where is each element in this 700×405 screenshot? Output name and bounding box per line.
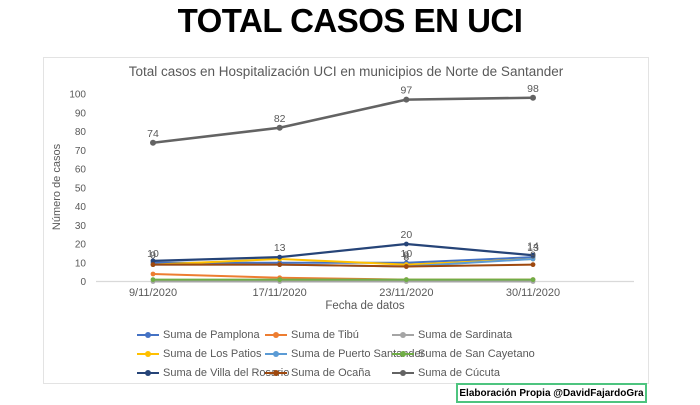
legend-label: Suma de Sardinata [418, 329, 513, 341]
legend-item-suma-de-pamplona: Suma de Pamplona [137, 329, 265, 341]
y-tick-label: 70 [75, 146, 87, 157]
legend-marker-icon [137, 332, 159, 338]
legend-label: Suma de Tibú [291, 329, 359, 341]
chart-panel [43, 57, 649, 384]
legend-label: Suma de Villa del Rosario [163, 367, 290, 379]
legend-marker-icon [392, 351, 414, 357]
y-tick-label: 50 [75, 183, 87, 194]
data-point [150, 277, 156, 283]
data-label: 9 [150, 250, 156, 262]
legend-label: Suma de Los Patios [163, 348, 262, 360]
legend-dot-icon [273, 351, 279, 357]
data-point [277, 277, 283, 283]
legend-dot-icon [400, 370, 406, 376]
chart-legend: Suma de Pamplona Suma de Tibú Suma de Sard… [137, 329, 567, 379]
chart-title: Total casos en Hospitalización UCI en mu… [128, 64, 564, 79]
y-tick-label: 10 [75, 258, 87, 269]
legend-label: Suma de Pamplona [163, 329, 260, 341]
data-point [150, 262, 156, 268]
x-tick-label: 17/11/2020 [253, 287, 307, 299]
legend-marker-icon [265, 332, 287, 338]
data-point [530, 252, 536, 258]
legend-item-suma-de-puerto-santander: Suma de Puerto Santander [265, 348, 424, 360]
x-tick-label: 9/11/2020 [129, 287, 177, 299]
data-label: 9 [530, 250, 536, 262]
legend-marker-icon [137, 370, 159, 376]
data-label: 97 [400, 85, 412, 97]
legend-item-suma-de-sardinata: Suma de Sardinata [392, 329, 567, 341]
legend-dot-icon [273, 332, 279, 338]
legend-dot-icon [145, 370, 151, 376]
data-label: 13 [527, 242, 539, 254]
data-point [276, 124, 283, 131]
data-point [277, 262, 283, 268]
y-tick-label: 60 [75, 165, 87, 176]
y-tick-label: 100 [69, 90, 86, 101]
x-axis-title: Fecha de datos [325, 300, 405, 312]
data-label: 9 [403, 250, 409, 262]
data-point [530, 277, 536, 283]
page-title: TOTAL CASOS EN UCI [177, 2, 523, 39]
data-point [150, 271, 156, 277]
legend-label: Suma de Puerto Santander [291, 348, 425, 360]
legend-dot-icon [273, 370, 279, 376]
legend-dot-icon [400, 332, 406, 338]
credit-badge: Elaboración Propia @DavidFajardoGra [456, 383, 647, 403]
series-line-suma-de-oca-a [152, 263, 534, 268]
data-point [403, 264, 409, 269]
y-tick-label: 80 [75, 127, 87, 138]
data-point [530, 262, 536, 268]
legend-item-suma-de-san-cayetano: Suma de San Cayetano [392, 348, 567, 360]
data-point [150, 258, 156, 264]
data-label: 82 [274, 113, 286, 125]
data-label: 14 [527, 240, 539, 252]
legend-item-suma-de-villa-del-rosario: Suma de Villa del Rosario [137, 367, 289, 379]
legend-item-suma-de-oca-a: Suma de Ocaña [265, 367, 392, 379]
series-line-suma-de-c-cuta [151, 96, 535, 145]
y-tick-label: 20 [75, 240, 87, 251]
legend-label: Suma de Cúcuta [418, 367, 500, 379]
data-point [403, 277, 409, 283]
y-tick-label: 90 [75, 108, 87, 119]
data-label: 13 [274, 242, 286, 254]
x-tick-label: 30/11/2020 [506, 287, 560, 299]
x-tick-label: 23/11/2020 [379, 287, 433, 299]
data-point [150, 139, 156, 146]
data-point [530, 256, 536, 262]
legend-marker-icon [392, 332, 414, 338]
data-label: 8 [403, 252, 409, 264]
data-point [277, 254, 283, 260]
data-point [403, 96, 410, 103]
legend-dot-icon [400, 351, 406, 357]
legend-label: Suma de San Cayetano [418, 348, 535, 360]
legend-item-suma-de-tib-: Suma de Tibú [265, 329, 392, 341]
series-line-suma-de-villa-del-rosario [151, 242, 535, 262]
data-label: 10 [400, 248, 412, 260]
y-tick-label: 0 [80, 277, 86, 288]
legend-marker-icon [265, 370, 287, 376]
data-label: 20 [400, 229, 412, 241]
y-tick-label: 30 [75, 221, 87, 232]
legend-marker-icon [137, 351, 159, 357]
data-label: 10 [147, 248, 159, 260]
legend-item-suma-de-los-patios: Suma de Los Patios [137, 348, 265, 360]
legend-marker-icon [392, 370, 414, 376]
legend-dot-icon [145, 351, 151, 357]
legend-dot-icon [145, 332, 151, 338]
legend-item-suma-de-c-cuta: Suma de Cúcuta [392, 367, 567, 379]
y-tick-label: 40 [75, 202, 87, 213]
legend-label: Suma de Ocaña [291, 367, 371, 379]
legend-marker-icon [265, 351, 287, 357]
data-point [530, 94, 536, 101]
data-label: 98 [527, 83, 539, 95]
data-point [403, 241, 409, 247]
data-label: 74 [147, 128, 159, 140]
